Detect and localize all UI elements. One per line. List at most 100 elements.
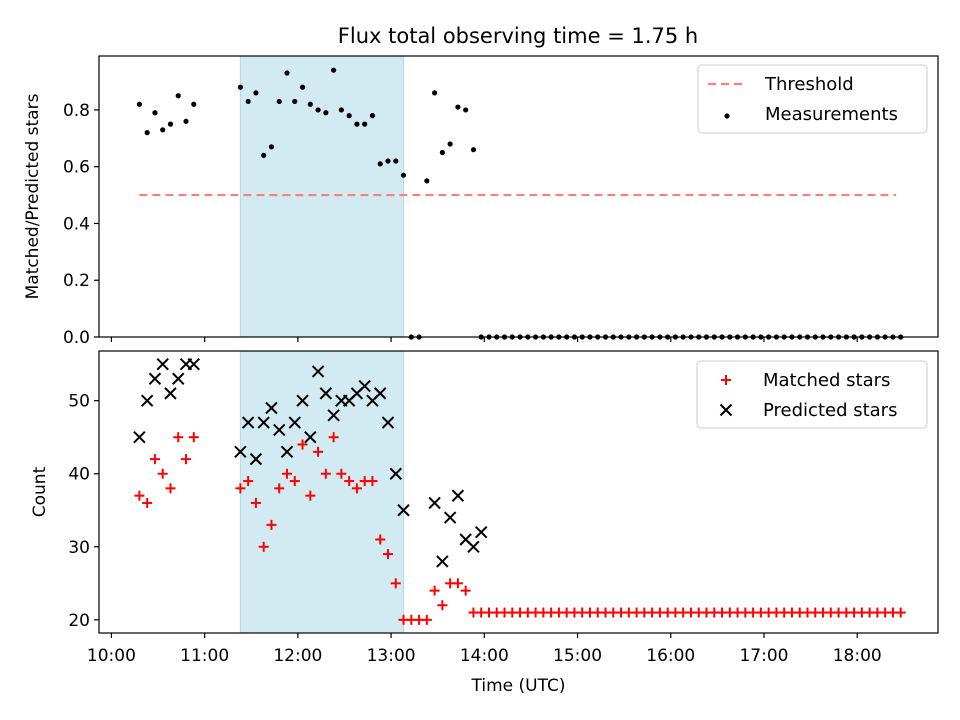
predicted-star-point bbox=[280, 445, 294, 459]
measurement-point bbox=[261, 152, 267, 158]
legend-predicted-marker bbox=[719, 403, 733, 417]
measurement-point bbox=[447, 141, 453, 147]
x-tick-label: 10:00 bbox=[87, 646, 136, 666]
x-tick-label: 14:00 bbox=[460, 646, 509, 666]
matched-star-point bbox=[235, 483, 246, 494]
matched-star-point bbox=[188, 432, 199, 443]
x-tick-label: 16:00 bbox=[646, 646, 695, 666]
predicted-star-point bbox=[319, 387, 333, 400]
matched-star-point bbox=[250, 497, 261, 508]
matched-star-point bbox=[390, 578, 401, 589]
legend-matched-label: Matched stars bbox=[763, 370, 890, 391]
measurement-point bbox=[377, 161, 383, 167]
bottom-y-axis: 20 30 40 50 bbox=[68, 392, 99, 631]
top-shaded-interval bbox=[239, 55, 405, 338]
top-y-tick-label: 0.8 bbox=[63, 101, 90, 121]
matched-star-point bbox=[274, 483, 285, 494]
bottom-y-tick-label: 20 bbox=[68, 611, 90, 631]
predicted-star-point bbox=[436, 555, 449, 568]
bottom-y-axis-label: Count bbox=[30, 466, 50, 517]
predicted-star-point bbox=[257, 416, 270, 429]
matched-star-point bbox=[344, 476, 355, 487]
x-tick-label: 18:00 bbox=[833, 646, 882, 666]
predicted-star-point bbox=[172, 372, 185, 385]
predicted-star-point bbox=[311, 365, 325, 378]
measurement-point bbox=[237, 84, 243, 90]
measurement-point bbox=[292, 98, 298, 105]
matched-star-point bbox=[429, 585, 440, 596]
predicted-star-point bbox=[381, 416, 395, 429]
matched-star-point bbox=[336, 468, 347, 479]
measurement-point bbox=[136, 101, 142, 107]
matched-star-point bbox=[895, 607, 906, 618]
matched-star-point bbox=[313, 446, 324, 457]
top-legend: Threshold Measurements bbox=[697, 64, 928, 134]
predicted-star-point bbox=[133, 431, 146, 444]
measurement-point bbox=[331, 67, 337, 73]
matched-star-point bbox=[266, 519, 277, 530]
x-axis-label: Time (UTC) bbox=[471, 676, 566, 696]
predicted-star-point bbox=[428, 496, 441, 510]
predicted-star-point bbox=[164, 387, 177, 400]
x-tick-label: 17:00 bbox=[739, 646, 788, 666]
top-y-axis-label: Matched/Predicted stars bbox=[23, 93, 43, 299]
matched-star-point bbox=[165, 483, 176, 494]
measurement-point bbox=[315, 107, 321, 113]
measurement-point bbox=[268, 144, 275, 150]
matched-star-point bbox=[173, 432, 184, 443]
predicted-star-point bbox=[234, 445, 247, 459]
chart-title: Flux total observing time = 1.75 h bbox=[338, 24, 698, 48]
measurement-point bbox=[424, 178, 430, 184]
measurement-point bbox=[323, 110, 329, 116]
matched-star-point bbox=[460, 585, 471, 596]
predicted-star-point bbox=[358, 379, 371, 393]
predicted-star-point bbox=[187, 357, 200, 371]
predicted-star-point bbox=[249, 452, 263, 466]
measurement-point bbox=[160, 127, 166, 133]
matched-star-point bbox=[375, 534, 386, 545]
matched-star-point bbox=[452, 578, 463, 589]
matched-star-point bbox=[320, 468, 331, 479]
predicted-stars-points bbox=[133, 357, 488, 568]
measurement-point bbox=[144, 130, 150, 136]
legend-predicted-label: Predicted stars bbox=[763, 400, 897, 421]
measurement-point bbox=[439, 149, 445, 156]
matched-star-point bbox=[437, 600, 448, 611]
x-tick-label: 12:00 bbox=[273, 646, 322, 666]
predicted-star-point bbox=[273, 423, 286, 437]
legend-threshold-label: Threshold bbox=[764, 74, 854, 95]
matched-star-point bbox=[258, 541, 269, 552]
matched-star-point bbox=[351, 483, 362, 494]
predicted-star-point bbox=[304, 431, 317, 444]
matched-star-point bbox=[243, 476, 254, 487]
matched-star-point bbox=[289, 476, 300, 487]
legend-predicted-swatch bbox=[719, 403, 733, 417]
matched-stars-points bbox=[134, 432, 906, 625]
bottom-y-tick-label: 40 bbox=[68, 465, 90, 485]
top-y-tick-label: 0.0 bbox=[63, 328, 90, 348]
x-tick-label: 11:00 bbox=[180, 646, 229, 666]
measurement-point bbox=[191, 101, 197, 107]
predicted-star-point bbox=[467, 540, 480, 553]
top-legend-box bbox=[697, 64, 928, 134]
bottom-y-tick-label: 50 bbox=[68, 392, 90, 412]
measurement-point bbox=[369, 113, 376, 119]
predicted-star-point bbox=[296, 394, 309, 407]
x-tick-label: 13:00 bbox=[367, 646, 416, 666]
measurement-point bbox=[284, 70, 290, 76]
matched-star-point bbox=[134, 490, 145, 501]
measurement-point bbox=[400, 172, 407, 178]
top-x-ticks bbox=[110, 337, 858, 342]
predicted-star-point bbox=[156, 357, 169, 371]
predicted-star-point bbox=[451, 489, 465, 502]
measurement-point bbox=[463, 107, 469, 113]
measurement-point bbox=[299, 84, 306, 90]
measurement-point bbox=[346, 113, 352, 119]
predicted-star-point bbox=[140, 394, 154, 407]
matched-star-point bbox=[382, 549, 393, 560]
bottom-legend-box bbox=[696, 360, 928, 429]
predicted-star-point bbox=[397, 504, 410, 517]
measurement-point bbox=[432, 90, 438, 96]
measurement-point bbox=[253, 90, 259, 96]
